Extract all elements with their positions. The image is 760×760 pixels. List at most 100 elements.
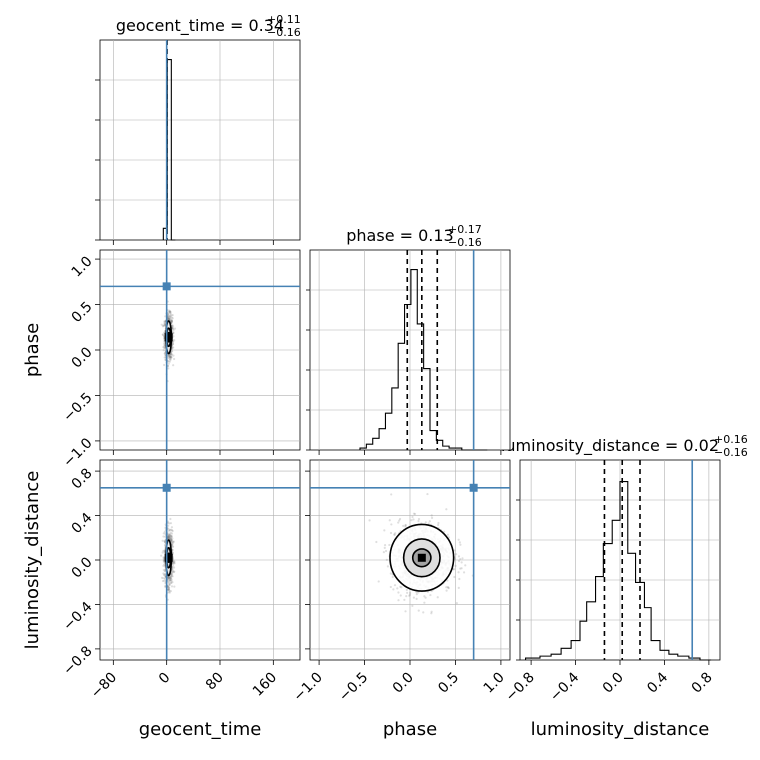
sample-point xyxy=(169,579,172,582)
sample-point xyxy=(171,324,174,327)
sample-point xyxy=(403,598,406,601)
sample-point xyxy=(171,327,174,330)
sample-point xyxy=(169,310,172,313)
sample-point xyxy=(164,541,167,544)
sample-point xyxy=(173,357,176,361)
sample-point xyxy=(167,588,171,591)
sample-point xyxy=(170,570,174,573)
sample-point xyxy=(169,589,172,593)
sample-point xyxy=(171,545,174,548)
sample-point xyxy=(171,317,174,320)
sample-point xyxy=(167,537,170,540)
sample-point xyxy=(162,535,165,538)
sample-point xyxy=(170,526,174,529)
sample-point xyxy=(168,590,171,593)
sample-point xyxy=(169,312,172,316)
sample-point xyxy=(167,315,170,318)
sample-point xyxy=(173,562,176,565)
sample-point xyxy=(168,316,171,319)
sample-point xyxy=(164,354,167,357)
sample-point xyxy=(375,540,378,544)
sample-point xyxy=(163,331,166,334)
sample-point xyxy=(457,586,460,589)
sample-point xyxy=(167,587,171,590)
x-tick-label: 0.4 xyxy=(644,669,671,696)
sample-point xyxy=(167,585,170,589)
sample-point xyxy=(167,536,170,539)
sample-point xyxy=(446,533,449,536)
xlabel-luminosity-distance: luminosity_distance xyxy=(531,719,710,740)
sample-point xyxy=(167,588,170,591)
sample-point xyxy=(447,587,450,590)
sample-point xyxy=(430,516,434,519)
sample-point xyxy=(169,537,172,540)
sample-point xyxy=(437,521,440,525)
sample-point xyxy=(391,575,394,579)
title-phase: phase = 0.13 xyxy=(346,226,453,245)
sample-point xyxy=(161,333,164,336)
sample-point xyxy=(163,352,166,355)
sample-point xyxy=(423,595,426,598)
sample-point xyxy=(377,580,380,583)
sample-point xyxy=(398,519,401,522)
sample-point xyxy=(170,320,173,323)
y-tick-label: −0.4 xyxy=(60,599,95,634)
sample-point xyxy=(163,321,166,324)
sample-point xyxy=(163,573,166,576)
panel-luminosity_distance xyxy=(516,459,721,665)
sample-point xyxy=(167,354,170,357)
sample-point xyxy=(163,363,166,367)
sample-point xyxy=(169,578,172,581)
sample-point xyxy=(411,604,414,607)
sample-point xyxy=(461,557,464,560)
sample-point xyxy=(167,317,170,320)
sample-point xyxy=(170,538,173,542)
sample-point xyxy=(164,535,167,538)
panel-contents xyxy=(100,250,300,450)
sample-point xyxy=(173,570,176,573)
sample-point xyxy=(453,549,456,552)
sample-point xyxy=(447,586,450,589)
sample-point xyxy=(445,589,448,592)
sample-point xyxy=(162,568,165,572)
sample-point xyxy=(415,593,418,596)
sample-point xyxy=(172,570,175,574)
sample-point xyxy=(167,534,171,537)
sample-point xyxy=(172,331,175,334)
sample-point xyxy=(169,310,172,314)
sample-point xyxy=(406,591,409,594)
x-tick-label: −80 xyxy=(88,670,120,702)
sample-point xyxy=(457,559,461,563)
sample-point xyxy=(383,546,386,549)
sample-point xyxy=(161,325,165,328)
sample-point xyxy=(171,529,174,533)
sample-point xyxy=(169,575,172,578)
sample-point xyxy=(405,588,408,592)
sample-point xyxy=(170,356,173,359)
sample-point xyxy=(162,577,165,580)
sample-point xyxy=(398,517,402,521)
sample-point xyxy=(397,599,400,602)
sample-point xyxy=(169,535,173,538)
sample-point xyxy=(417,609,420,612)
sample-point xyxy=(170,535,173,539)
sample-point xyxy=(422,611,425,614)
sample-point xyxy=(163,540,166,543)
sample-point xyxy=(168,355,172,359)
sample-point xyxy=(168,535,171,538)
sample-point xyxy=(170,539,173,542)
sample-point xyxy=(462,571,466,574)
sample-point xyxy=(167,313,170,316)
sample-point xyxy=(167,575,170,579)
sample-point xyxy=(412,512,416,515)
sample-point xyxy=(426,492,429,496)
sample-point xyxy=(167,317,171,320)
sample-point xyxy=(168,579,171,582)
sample-point xyxy=(390,493,393,496)
sample-point xyxy=(168,358,172,361)
sample-point xyxy=(169,354,172,357)
sample-point xyxy=(168,309,171,312)
sample-point xyxy=(415,591,418,594)
sample-point xyxy=(170,320,174,323)
x-tick-label: 0 xyxy=(156,670,174,688)
